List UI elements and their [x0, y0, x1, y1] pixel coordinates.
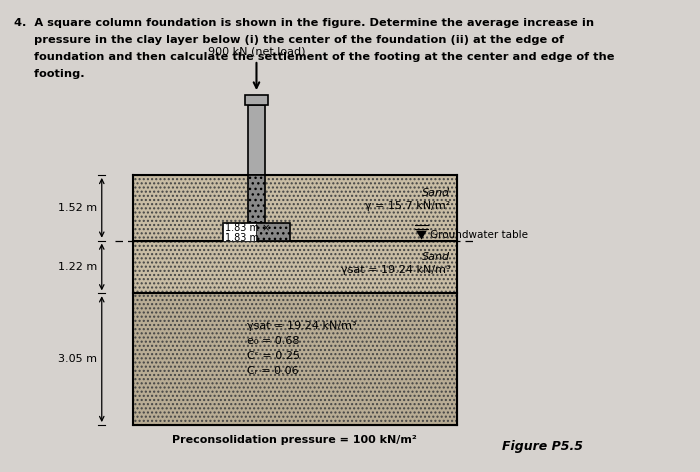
Text: 900 kN (net load): 900 kN (net load) — [208, 46, 305, 56]
Text: footing.: footing. — [13, 69, 84, 79]
Text: 4.  A square column foundation is shown in the figure. Determine the average inc: 4. A square column foundation is shown i… — [13, 18, 594, 28]
Bar — [133, 175, 458, 241]
Text: γ = 15.7 kN/m²: γ = 15.7 kN/m² — [365, 201, 450, 211]
Text: Cᶜ = 0.25: Cᶜ = 0.25 — [246, 351, 300, 361]
Bar — [248, 175, 265, 223]
Bar — [133, 241, 458, 293]
Text: 1.22 m: 1.22 m — [58, 262, 97, 272]
Text: 1.83 m: 1.83 m — [225, 233, 260, 243]
Text: pressure in the clay layer below (i) the center of the foundation (ii) at the ed: pressure in the clay layer below (i) the… — [13, 35, 564, 45]
Text: Figure P5.5: Figure P5.5 — [503, 440, 584, 453]
Text: Sand: Sand — [422, 188, 450, 198]
Text: 1.83 m ×: 1.83 m × — [225, 223, 271, 233]
Text: e₀ = 0.68: e₀ = 0.68 — [246, 336, 299, 346]
Text: Sand: Sand — [422, 252, 450, 262]
Text: Preconsolidation pressure = 100 kN/m²: Preconsolidation pressure = 100 kN/m² — [172, 435, 417, 445]
Bar — [248, 105, 265, 175]
Text: 1.52 m: 1.52 m — [58, 203, 97, 213]
FancyBboxPatch shape — [223, 223, 256, 241]
Bar — [133, 293, 458, 425]
Text: γsat = 19.24 kN/m³: γsat = 19.24 kN/m³ — [341, 265, 450, 275]
Bar — [245, 95, 268, 105]
Text: Cᵣ = 0.06: Cᵣ = 0.06 — [246, 366, 298, 376]
Text: 3.05 m: 3.05 m — [58, 354, 97, 364]
Bar — [223, 223, 290, 241]
Text: Groundwater table: Groundwater table — [430, 230, 528, 240]
Polygon shape — [416, 231, 427, 240]
Text: foundation and then calculate the settlement of the footing at the center and ed: foundation and then calculate the settle… — [13, 52, 614, 62]
Text: γsat = 19.24 kN/m³: γsat = 19.24 kN/m³ — [246, 321, 356, 331]
